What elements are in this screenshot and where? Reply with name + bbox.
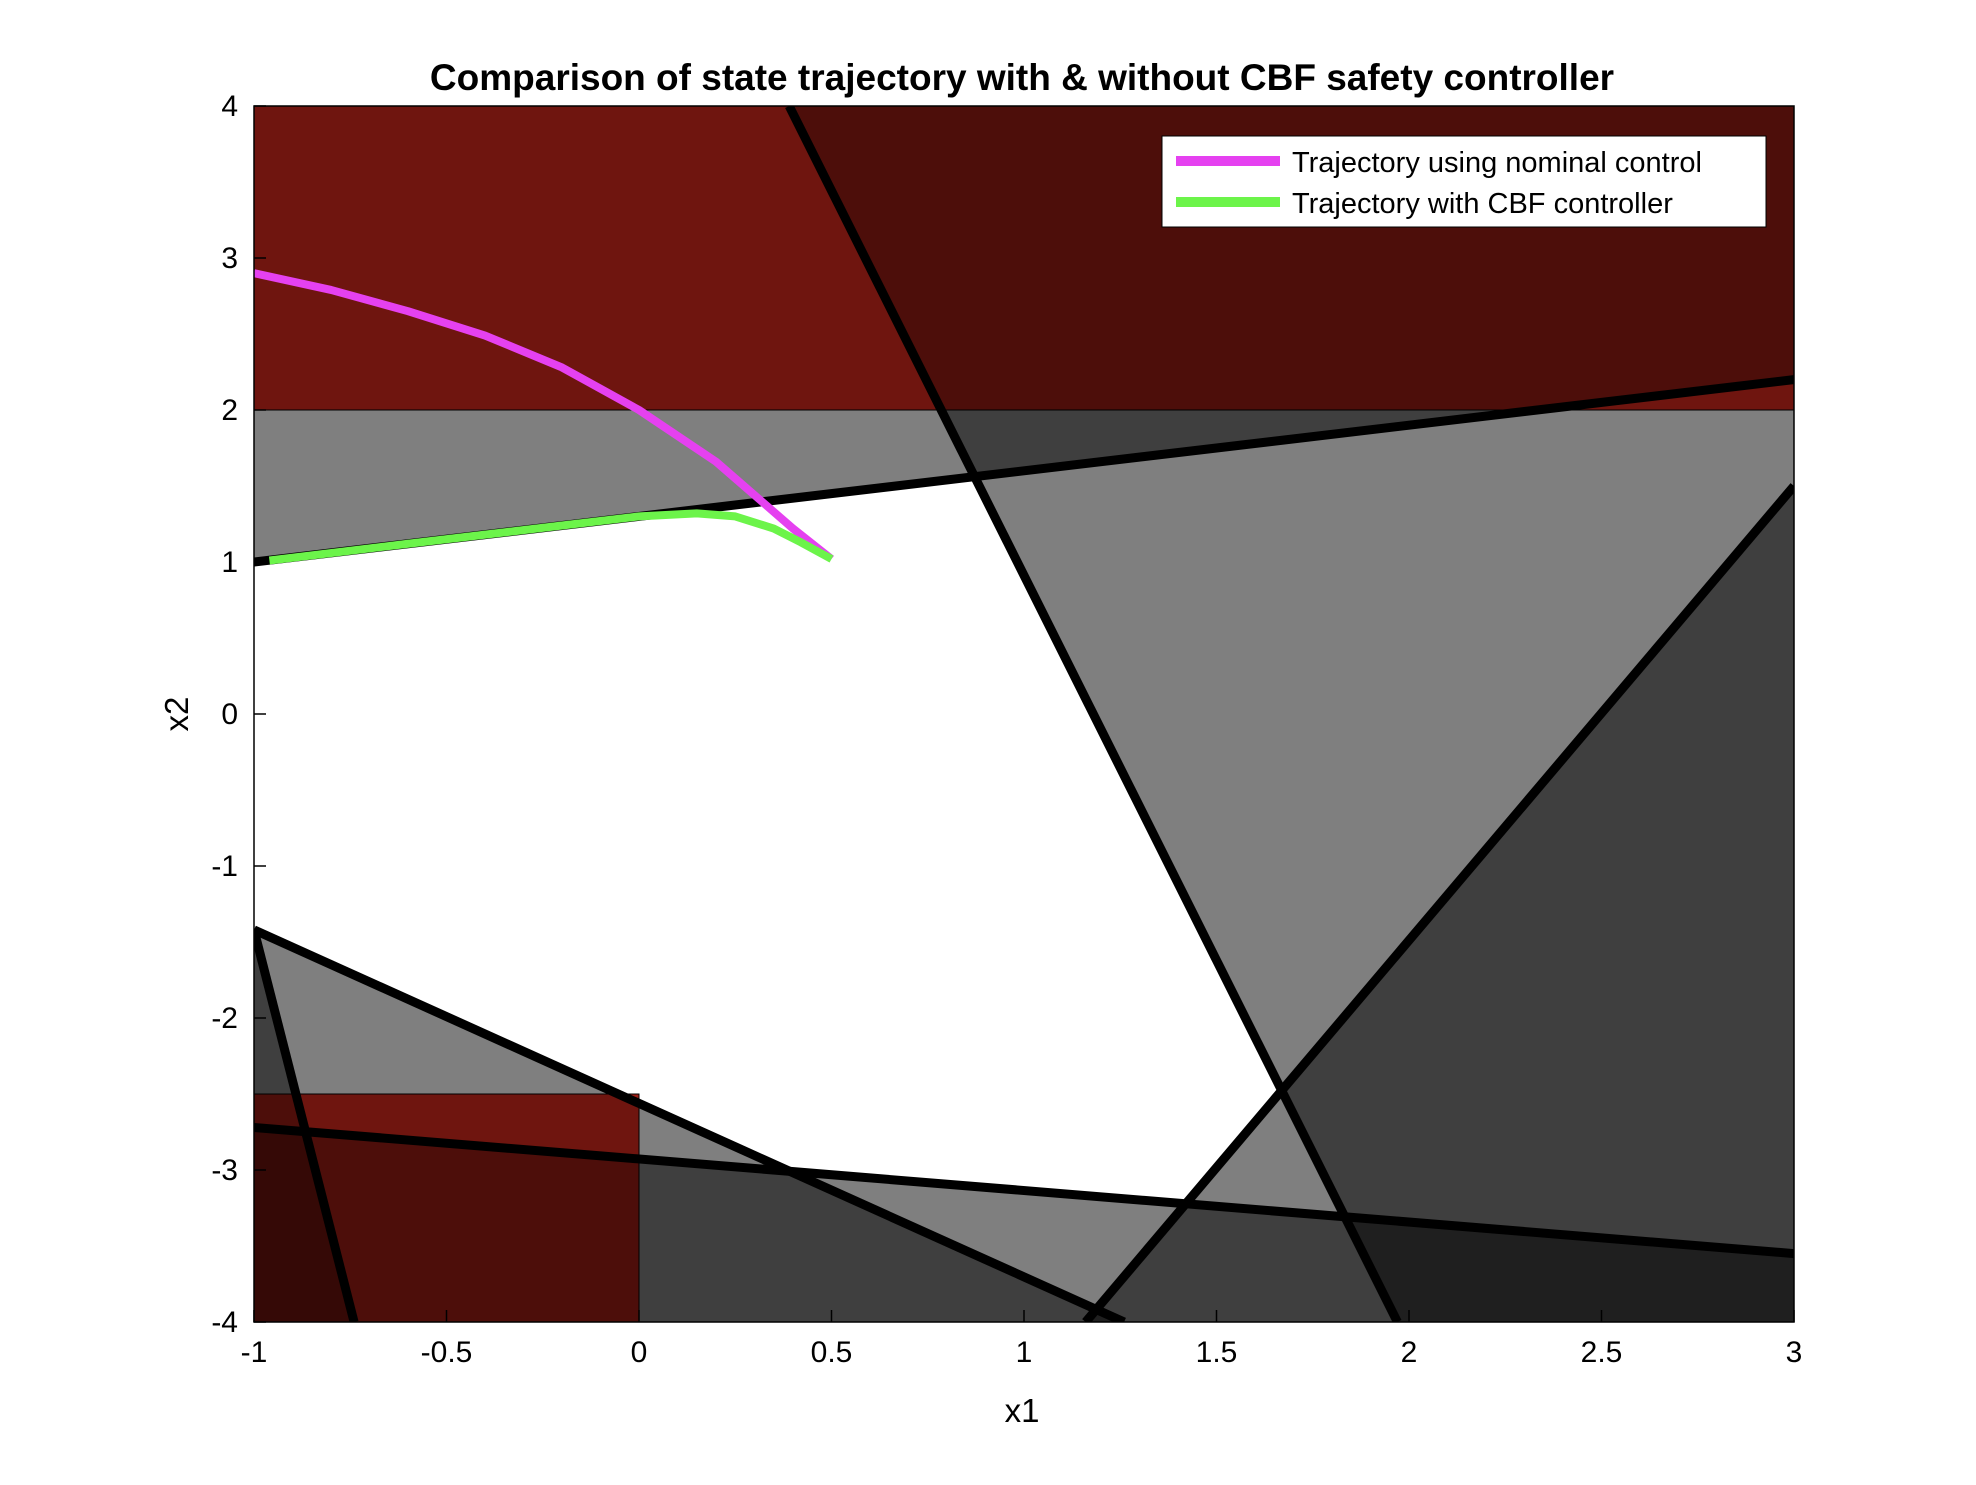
y-tick-label-8: 4: [221, 90, 238, 123]
series-line-nominal: [254, 269, 834, 563]
legend: Trajectory using nominal control Traject…: [1161, 135, 1767, 228]
x-tick-label-2: 0: [631, 1336, 648, 1369]
x-tick-label-0: -1: [241, 1336, 268, 1369]
series-layer: [254, 269, 834, 565]
unsafe-region-1-overlap-5: [254, 1127, 639, 1322]
cbf-boundary-line-5: [254, 1122, 1794, 1259]
x-axis-label: x1: [1005, 1392, 1040, 1429]
x-tick-label-4: 1: [1016, 1336, 1033, 1369]
series-line-cbf: [268, 509, 834, 565]
y-tick-label-6: 2: [221, 394, 238, 427]
legend-label-cbf: Trajectory with CBF controller: [1292, 188, 1673, 220]
x-tick-label-5: 1.5: [1196, 1336, 1238, 1369]
cbf-boundary-line-1: [785, 106, 1402, 1322]
y-tick-label-3: -1: [211, 850, 238, 883]
legend-box: [1161, 135, 1767, 228]
x-tick-label-3: 0.5: [811, 1336, 853, 1369]
y-tick-label-2: -2: [211, 1002, 238, 1035]
x-tick-label-6: 2: [1401, 1336, 1418, 1369]
y-tick-label-0: -4: [211, 1306, 238, 1339]
cbf-boundary-line-2: [1082, 483, 1794, 1322]
y-tick-label-7: 3: [221, 242, 238, 275]
x-tick-label-1: -0.5: [421, 1336, 473, 1369]
unsafe-region-1-overlap-4: [254, 1094, 355, 1322]
legend-label-nominal: Trajectory using nominal control: [1292, 147, 1702, 179]
cbf-boundary-line-4: [254, 928, 359, 1322]
y-axis-label: x2: [158, 697, 195, 732]
y-tick-label-5: 1: [221, 546, 238, 579]
y-tick-label-4: 0: [221, 698, 238, 731]
chart-title: Comparison of state trajectory with & wi…: [430, 57, 1614, 98]
cbf-boundary-line-3: [254, 925, 1126, 1322]
regions-layer: [254, 106, 1794, 1322]
y-tick-label-1: -3: [211, 1154, 238, 1187]
boundaries-layer: [254, 106, 1794, 1322]
ticks-layer: -1 -0.5 0 0.5 1 1.5 2 2.5 3 -4 -3 -2 -1 0 1 2 3 4: [211, 90, 1802, 1369]
x-tick-label-7: 2.5: [1581, 1336, 1623, 1369]
x-tick-label-8: 3: [1786, 1336, 1803, 1369]
